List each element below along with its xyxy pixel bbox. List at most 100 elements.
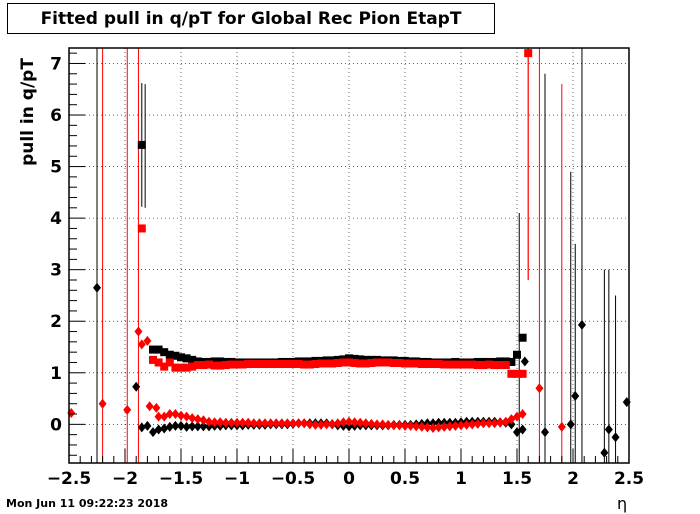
data-point-square xyxy=(188,355,197,364)
data-point-diamond xyxy=(468,419,477,430)
x-tick-label: 1 xyxy=(455,469,467,489)
data-point-diamond xyxy=(171,409,180,420)
data-point-diamond xyxy=(255,418,264,429)
data-point-diamond xyxy=(216,417,225,428)
data-point-diamond xyxy=(600,447,609,458)
data-point-square xyxy=(345,354,353,363)
data-point-square xyxy=(417,360,426,369)
data-point-diamond xyxy=(188,413,197,424)
data-point-square xyxy=(524,49,533,58)
chart-title: Fitted pull in q/pT for Global Rec Pion … xyxy=(7,3,495,34)
data-point-diamond xyxy=(244,417,253,428)
data-point-square xyxy=(177,353,185,362)
data-point-diamond xyxy=(520,356,529,367)
data-point-square xyxy=(160,362,169,371)
data-point-diamond xyxy=(401,420,409,431)
footer-timestamp: Mon Jun 11 09:22:23 2018 xyxy=(6,497,169,510)
data-point-diamond xyxy=(333,418,342,429)
data-point-diamond xyxy=(137,422,146,433)
data-points xyxy=(67,48,631,458)
data-point-square xyxy=(401,359,409,368)
data-point-square xyxy=(272,360,281,369)
data-point-square xyxy=(244,360,253,369)
data-point-diamond xyxy=(434,422,443,433)
y-tick-label: 2 xyxy=(50,312,62,332)
data-point-diamond xyxy=(557,421,566,432)
data-point-diamond xyxy=(249,418,258,429)
data-point-diamond xyxy=(145,401,154,412)
data-point-square xyxy=(193,361,202,370)
data-point-diamond xyxy=(177,420,185,431)
data-point-diamond xyxy=(328,418,337,429)
data-point-square xyxy=(277,360,286,369)
data-point-square xyxy=(389,358,398,367)
data-point-square xyxy=(485,360,493,369)
data-point-square xyxy=(149,345,157,354)
data-point-square xyxy=(345,358,353,367)
data-point-square xyxy=(311,360,320,369)
data-point-diamond xyxy=(165,421,174,432)
data-point-diamond xyxy=(182,421,191,432)
data-point-diamond xyxy=(389,420,398,431)
data-point-square xyxy=(440,360,449,369)
data-point-diamond xyxy=(541,427,549,438)
data-point-diamond xyxy=(294,418,303,429)
y-tick-label: 4 xyxy=(50,209,62,229)
data-point-square xyxy=(518,333,527,342)
data-point-square xyxy=(423,360,432,369)
data-point-diamond xyxy=(457,420,465,431)
data-point-diamond xyxy=(93,282,101,293)
x-tick-label: −0.5 xyxy=(271,469,315,489)
data-point-square xyxy=(149,355,157,364)
data-point-square xyxy=(350,358,359,367)
data-point-square xyxy=(227,360,236,369)
data-point-diamond xyxy=(518,424,527,435)
data-point-diamond xyxy=(277,418,286,429)
data-point-square xyxy=(468,360,477,369)
data-point-square xyxy=(249,360,258,369)
data-point-diamond xyxy=(417,421,426,432)
error-bars xyxy=(96,48,617,463)
data-point-square xyxy=(255,360,264,369)
data-point-diamond xyxy=(283,418,292,429)
data-point-diamond xyxy=(322,419,331,430)
data-point-square xyxy=(429,360,437,369)
data-point-diamond xyxy=(507,414,516,425)
data-point-square xyxy=(238,360,247,369)
data-point-square xyxy=(154,358,163,367)
data-point-diamond xyxy=(154,424,163,435)
data-point-diamond xyxy=(535,383,544,394)
data-point-diamond xyxy=(566,419,575,430)
data-point-square xyxy=(171,363,180,372)
data-point-diamond xyxy=(356,417,365,428)
data-point-square xyxy=(361,359,370,368)
y-tick-label: 3 xyxy=(50,261,62,281)
data-point-diamond xyxy=(518,409,527,420)
data-point-diamond xyxy=(305,419,314,430)
x-tick-label: −2 xyxy=(112,469,138,489)
data-point-diamond xyxy=(210,417,219,428)
y-tick-label: 6 xyxy=(50,106,62,126)
data-point-diamond xyxy=(261,418,269,429)
data-point-square xyxy=(462,360,471,369)
data-point-diamond xyxy=(339,417,348,428)
data-point-diamond xyxy=(445,421,454,432)
data-point-diamond xyxy=(134,326,143,337)
data-point-diamond xyxy=(98,398,107,409)
data-point-diamond xyxy=(160,423,169,434)
data-point-diamond xyxy=(611,432,620,443)
data-point-diamond xyxy=(199,415,208,426)
data-point-square xyxy=(182,363,191,372)
data-point-diamond xyxy=(300,418,309,429)
data-point-square xyxy=(473,361,482,370)
data-point-diamond xyxy=(577,319,586,330)
data-point-diamond xyxy=(367,418,376,429)
data-point-diamond xyxy=(350,417,359,428)
data-point-diamond xyxy=(473,418,482,429)
data-point-square xyxy=(350,354,359,363)
data-point-square xyxy=(412,359,421,368)
data-point-square xyxy=(457,360,465,369)
data-point-diamond xyxy=(451,420,460,431)
data-point-diamond xyxy=(171,420,180,431)
data-point-square xyxy=(434,360,443,369)
